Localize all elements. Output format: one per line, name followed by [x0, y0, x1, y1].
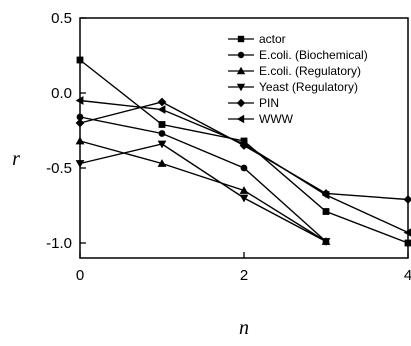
data-point [76, 113, 84, 121]
data-point [322, 208, 330, 215]
legend-label: Yeast (Regulatory) [259, 80, 358, 94]
legend-label: E.coli. (Biochemical) [259, 48, 368, 62]
legend-marker [236, 98, 246, 108]
series-5 [75, 96, 411, 237]
legend-item: PIN [228, 96, 279, 110]
data-point [76, 56, 84, 64]
data-point [157, 140, 167, 149]
data-point [157, 159, 167, 167]
data-point [239, 194, 249, 203]
data-point [239, 139, 248, 149]
legend-item: E.coli. (Biochemical) [228, 48, 368, 62]
series-3 [75, 140, 331, 246]
legend-label: WWW [259, 112, 294, 126]
legend-item: E.coli. (Regulatory) [228, 64, 361, 78]
series-0 [76, 56, 411, 247]
data-point [239, 186, 249, 194]
legend-item: Yeast (Regulatory) [228, 80, 358, 94]
series-line [79, 116, 327, 243]
series-line [79, 140, 327, 243]
data-point [158, 121, 166, 128]
legend-marker [236, 66, 246, 75]
data-point [157, 105, 166, 114]
data-point [157, 97, 167, 107]
data-point [321, 238, 331, 246]
data-point [75, 118, 85, 128]
data-point [158, 130, 166, 137]
data-point [75, 136, 85, 145]
y-tick-label: 0.5 [51, 10, 72, 27]
x-axis-label: n [239, 317, 249, 339]
legend-marker [237, 51, 245, 59]
data-point [240, 164, 248, 172]
legend-item: actor [228, 32, 286, 46]
data-point [75, 96, 84, 105]
legend: actor E.coli. (Biochemical) E.coli. (Regul… [228, 32, 368, 126]
legend-marker [236, 114, 245, 124]
legend-label: actor [259, 32, 286, 46]
data-point [240, 137, 248, 145]
data-point [75, 160, 85, 168]
ticks-layer: 0 2 4 0.5 0.0 -0.5 -1.0 [46, 10, 411, 284]
y-tick-label: 0.0 [51, 85, 72, 102]
legend-marker [236, 83, 246, 92]
legend-label: E.coli. (Regulatory) [259, 64, 361, 78]
legend-marker [237, 35, 245, 43]
x-tick-label: 2 [240, 267, 248, 284]
x-tick-label: 0 [76, 267, 84, 284]
series-line [79, 143, 327, 243]
y-tick-label: -1.0 [46, 235, 72, 252]
y-tick-label: -0.5 [46, 160, 72, 177]
series-layer [75, 56, 411, 247]
y-axis-label: r [12, 148, 20, 170]
data-point [404, 239, 411, 247]
data-point [403, 195, 411, 204]
data-point [321, 190, 330, 200]
x-tick-label: 4 [404, 267, 411, 284]
legend-item: WWW [228, 112, 294, 126]
series-2 [75, 136, 331, 245]
legend-label: PIN [259, 96, 279, 110]
data-point [403, 228, 411, 237]
